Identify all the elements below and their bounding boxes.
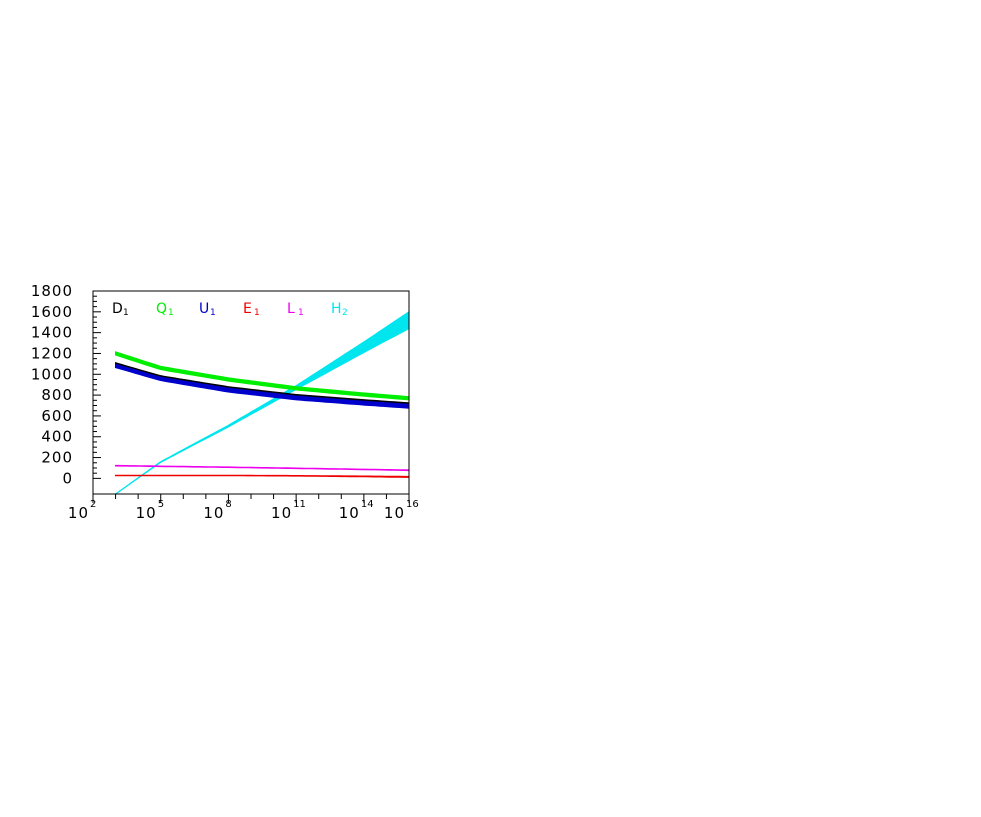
x-tick-label: 10 11	[271, 499, 306, 522]
x-tick-exponent: 11	[293, 499, 306, 510]
x-tick-base: 10	[68, 504, 89, 522]
x-tick-base: 10	[203, 504, 224, 522]
y-tick-label: 200	[41, 449, 73, 467]
x-tick-label: 10 8	[203, 499, 231, 522]
x-tick-base: 10	[339, 504, 360, 522]
series-band-l1	[115, 464, 409, 472]
legend-label: H	[331, 301, 342, 317]
legend-label: L	[287, 301, 295, 317]
x-tick-base: 10	[136, 504, 157, 522]
x-tick-base: 10	[384, 504, 405, 522]
legend-subscript: 1	[254, 308, 260, 318]
x-axis: 10 2 10 5 10 8 10 11 10 14 10 16	[68, 494, 419, 522]
series-bands	[115, 311, 409, 494]
series-band-u1	[115, 363, 409, 409]
y-tick-label: 1800	[31, 282, 73, 300]
series-band-q1	[115, 351, 409, 401]
y-axis: 1800 1600 1400 1200 1000 800 600 400 200 0	[31, 282, 101, 487]
x-tick-exponent: 8	[225, 499, 231, 510]
y-tick-label: 0	[62, 469, 73, 487]
y-tick-label: 800	[41, 386, 73, 404]
y-tick-label: 1000	[31, 365, 73, 383]
legend-label: D	[112, 301, 123, 317]
series-band-h2	[115, 311, 409, 494]
x-tick-label: 10 2	[68, 499, 96, 522]
x-tick-label: 10 16	[384, 499, 419, 522]
legend-subscript: 1	[298, 308, 304, 318]
legend-subscript: 1	[123, 308, 129, 318]
series-band-e1	[115, 474, 409, 478]
x-tick-exponent: 16	[406, 499, 419, 510]
y-tick-label: 600	[41, 407, 73, 425]
legend-subscript: 1	[168, 308, 174, 318]
y-tick-label: 1400	[31, 324, 73, 342]
y-tick-label: 400	[41, 428, 73, 446]
y-tick-label: 1600	[31, 303, 73, 321]
x-tick-exponent: 5	[158, 499, 164, 510]
x-tick-exponent: 2	[90, 499, 96, 510]
legend-label: Q	[156, 301, 167, 317]
x-tick-base: 10	[271, 504, 292, 522]
x-tick-label: 10 14	[339, 499, 374, 522]
x-tick-label: 10 5	[136, 499, 164, 522]
y-tick-label: 1200	[31, 344, 73, 362]
legend-subscript: 2	[342, 308, 348, 318]
legend-label: E	[243, 301, 252, 317]
x-tick-exponent: 14	[361, 499, 374, 510]
legend-subscript: 1	[210, 308, 216, 318]
legend-label: U	[199, 301, 209, 317]
